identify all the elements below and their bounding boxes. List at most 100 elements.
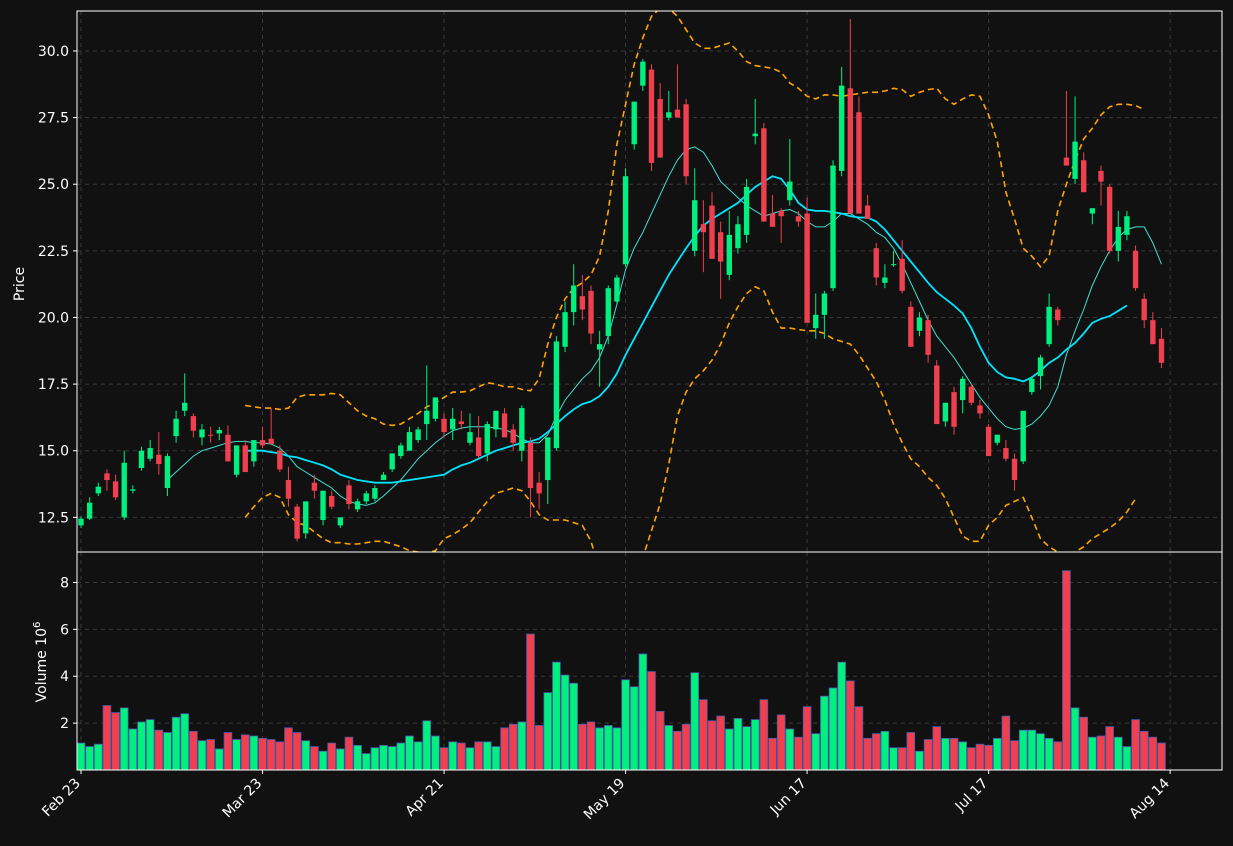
candle	[743, 178, 750, 243]
volume-bar	[137, 721, 146, 770]
candle-body	[207, 434, 214, 436]
volume-bar	[448, 741, 457, 770]
candle	[1089, 208, 1096, 225]
candle	[1072, 96, 1078, 185]
volume-bar	[629, 686, 639, 770]
volume-bar	[871, 733, 881, 770]
volume-bar	[673, 730, 682, 770]
volume-bar	[85, 746, 94, 770]
candle	[735, 216, 741, 254]
volume-bar	[1122, 746, 1132, 770]
candle-body	[182, 402, 188, 411]
volume-bar	[1139, 730, 1149, 770]
candle	[78, 516, 84, 529]
volume-ytick-label: 4	[60, 669, 69, 685]
volume-bar	[197, 740, 207, 770]
candle-body	[648, 69, 655, 163]
candle-body	[190, 416, 197, 431]
volume-bar	[569, 682, 578, 770]
candle-body	[579, 296, 586, 310]
candle	[951, 386, 957, 435]
candle-body	[934, 365, 940, 425]
volume-bar	[958, 741, 967, 770]
candle-body	[138, 450, 145, 469]
candle-body	[242, 445, 248, 473]
candle-body	[1003, 448, 1009, 459]
candle	[121, 450, 127, 521]
candle	[536, 472, 542, 510]
volume-bar	[439, 747, 449, 770]
candle-body	[303, 501, 309, 534]
volume-bar	[681, 723, 691, 770]
xtick-label: Mar 23	[220, 776, 266, 822]
volume-bar	[327, 742, 336, 770]
candle-body	[432, 397, 439, 419]
candle	[1098, 165, 1104, 206]
volume-bar	[1105, 726, 1114, 770]
candle	[372, 485, 378, 502]
candle-body	[640, 61, 646, 86]
candle	[303, 501, 309, 539]
candle-body	[1115, 226, 1121, 251]
volume-bar	[837, 661, 846, 770]
candle	[821, 290, 828, 339]
candle	[182, 373, 188, 417]
volume-bar	[361, 753, 371, 770]
candle	[752, 98, 758, 145]
candle-body	[95, 486, 101, 494]
candle-body	[657, 98, 663, 158]
volume-bar	[967, 747, 976, 770]
candle	[700, 200, 707, 273]
volume-bar	[111, 712, 120, 770]
volume-ylabel-exponent: 6	[32, 622, 43, 628]
candle-body	[1141, 298, 1147, 321]
volume-bar	[284, 727, 293, 770]
volume-bar	[802, 706, 812, 770]
upper-band-line	[245, 11, 1145, 427]
candle-body	[726, 234, 732, 275]
volume-bar	[690, 672, 700, 770]
volume-bar	[906, 732, 916, 770]
candle-body	[813, 314, 819, 329]
volume-bar	[975, 743, 985, 770]
candle	[441, 413, 447, 438]
candle	[320, 490, 326, 526]
candle-body	[666, 112, 672, 118]
volume-bar	[1010, 740, 1019, 770]
volume-bar	[828, 687, 838, 770]
candle	[890, 250, 897, 267]
candle	[795, 210, 802, 227]
candle	[804, 197, 810, 323]
candle	[130, 485, 136, 494]
candle-body	[450, 418, 456, 430]
candle-body	[778, 210, 784, 217]
candle-body	[173, 418, 179, 437]
candle	[666, 90, 672, 121]
candle	[605, 285, 611, 345]
volume-bar	[1018, 729, 1028, 770]
candle-body	[890, 264, 897, 266]
candle	[233, 445, 240, 478]
volume-bar	[941, 737, 950, 770]
candle	[406, 426, 413, 451]
candle-body	[147, 448, 153, 459]
candle	[1063, 90, 1070, 166]
candle-body	[415, 429, 421, 441]
volume-bar	[664, 725, 674, 770]
candle	[562, 301, 568, 353]
price-ytick-label: 27.5	[38, 111, 69, 127]
candle-body	[1098, 170, 1104, 182]
candle-body	[787, 181, 793, 201]
volume-bar	[77, 742, 86, 770]
volume-bar	[1148, 736, 1158, 770]
candle	[519, 405, 525, 462]
candle	[268, 408, 274, 445]
volume-bar	[431, 735, 440, 770]
candle	[899, 240, 905, 294]
candle	[259, 426, 266, 449]
volume-bar	[932, 726, 942, 770]
candle-body	[259, 440, 266, 446]
volume-bar	[889, 747, 898, 770]
candle-body	[294, 506, 300, 539]
candle	[337, 517, 343, 529]
